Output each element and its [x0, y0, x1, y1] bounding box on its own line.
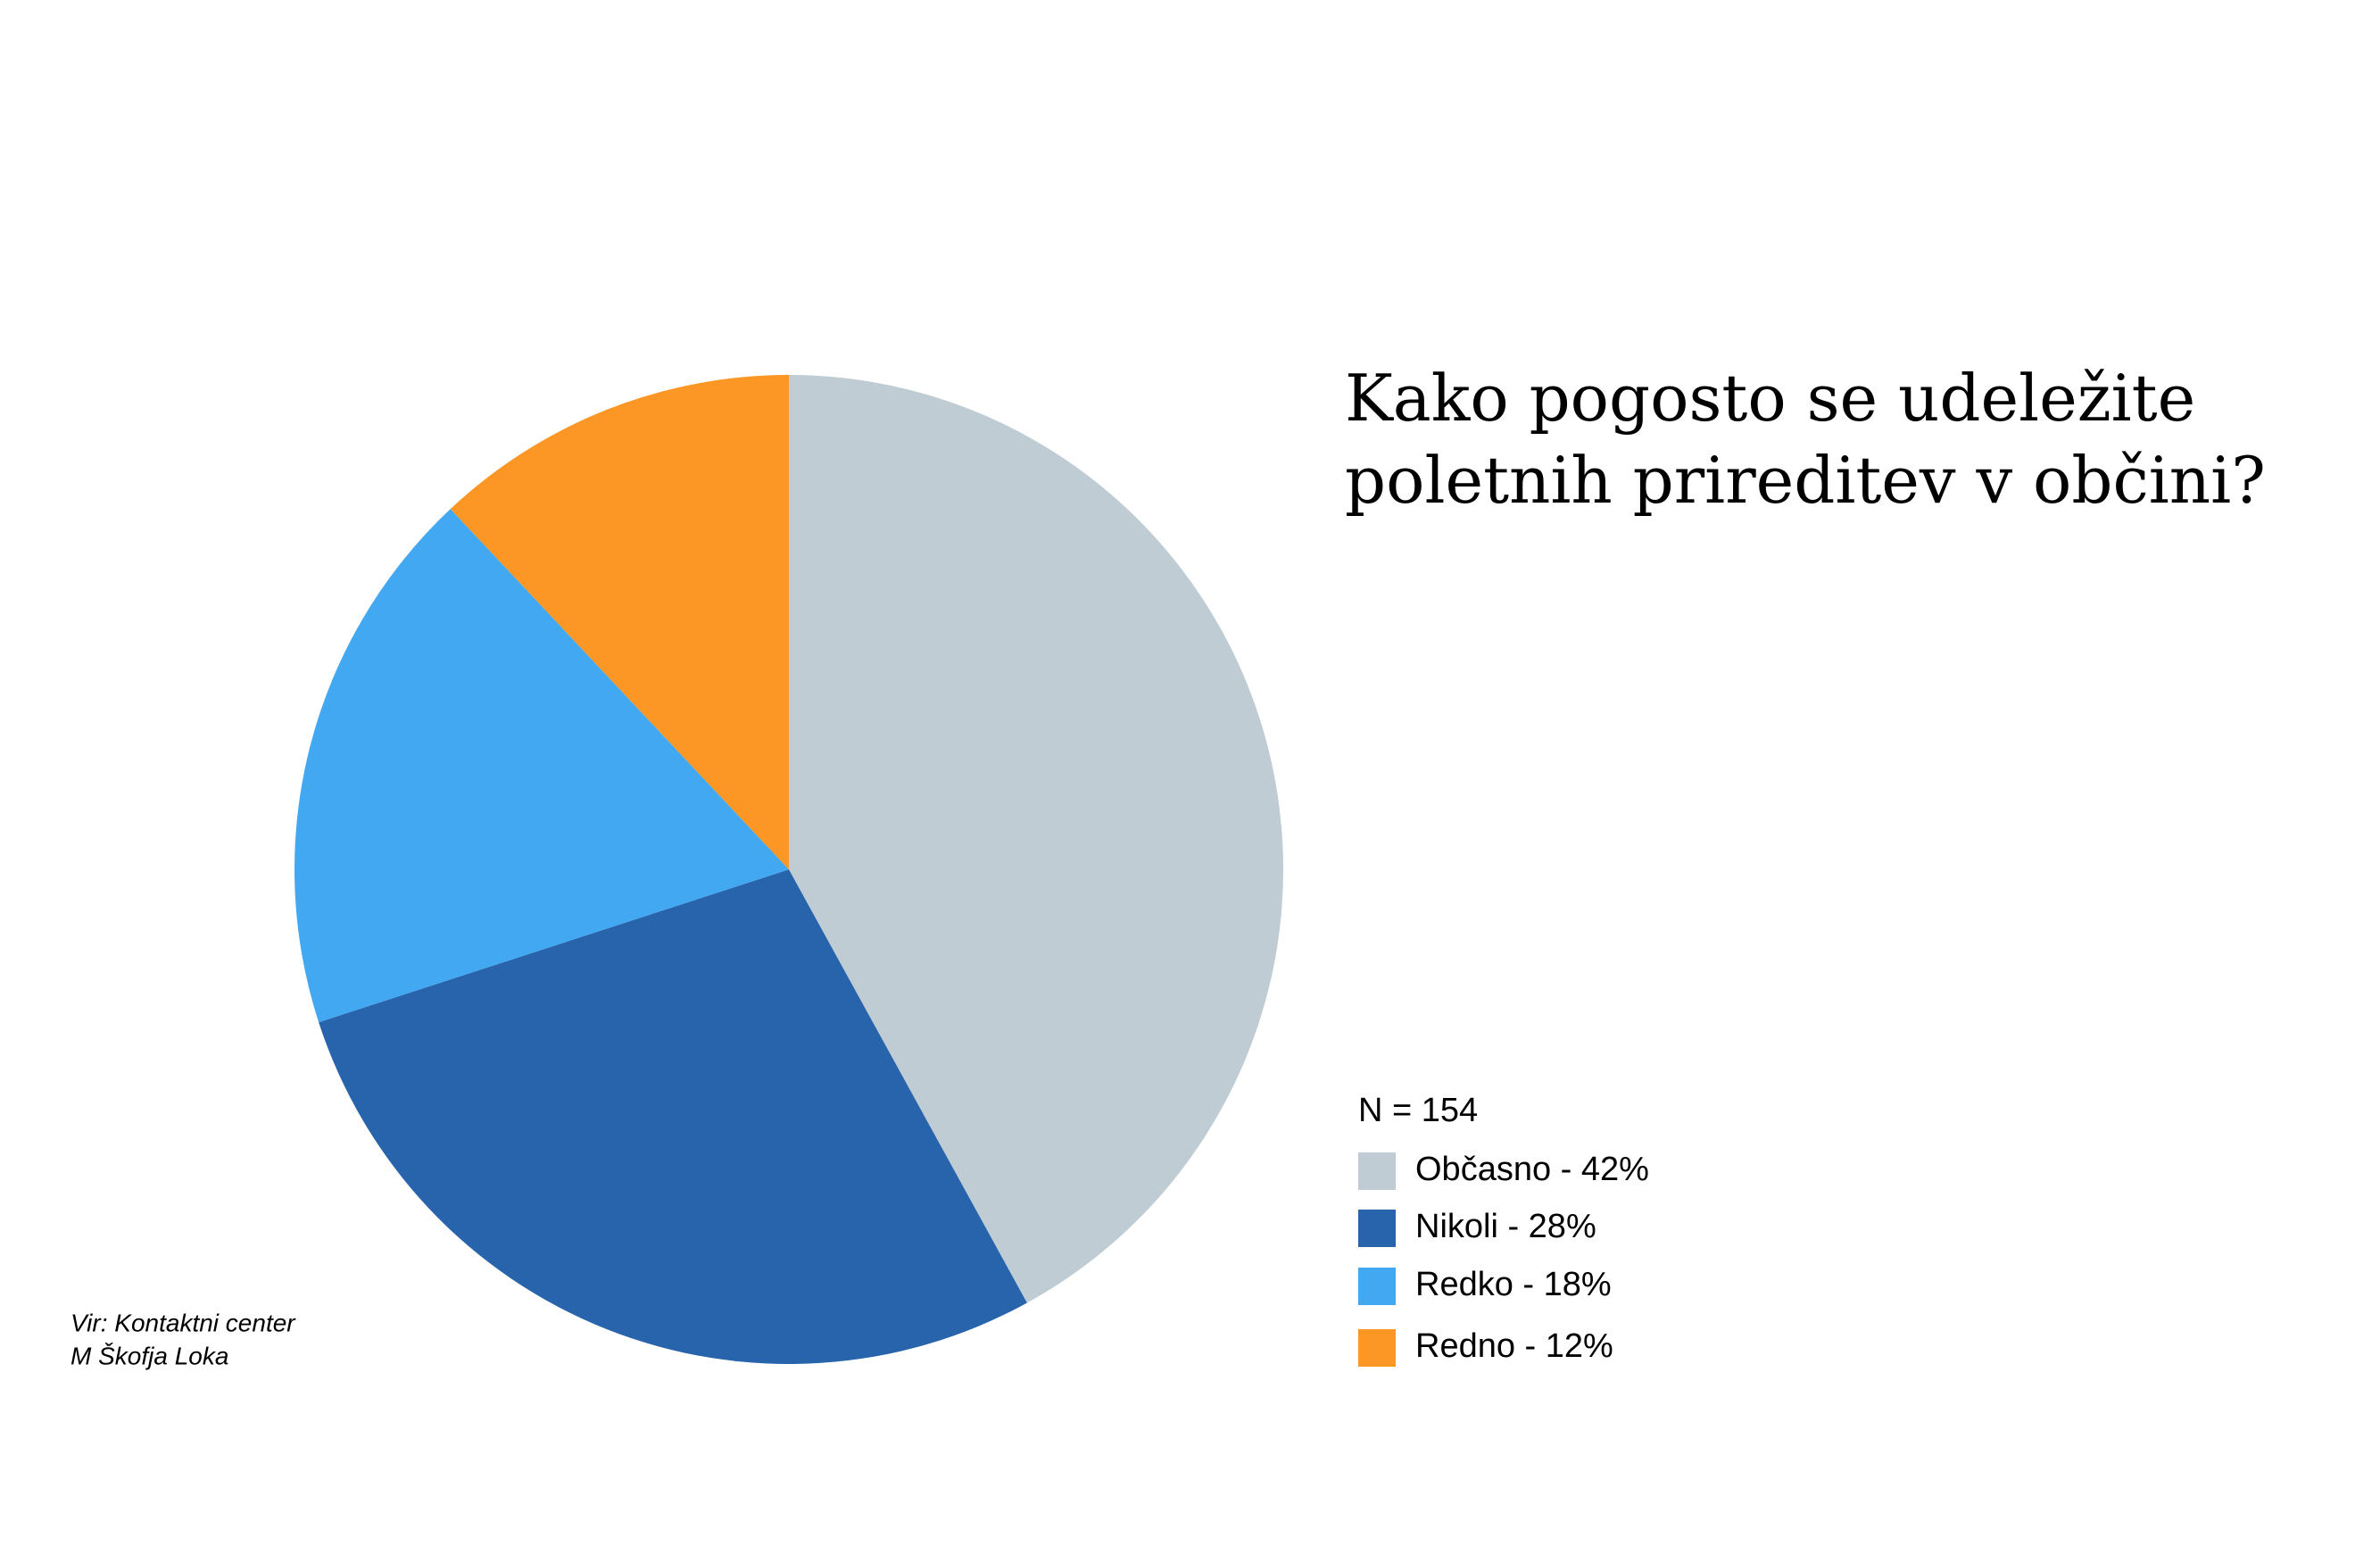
chart-title: Kako pogosto se udeležite	[1345, 361, 2195, 436]
pie-slice	[319, 869, 1027, 1364]
legend-swatch	[1358, 1210, 1396, 1247]
sample-size: N = 154	[1358, 1092, 1478, 1129]
pie-slice	[450, 375, 789, 869]
source: M Škofja Loka	[70, 1342, 228, 1369]
legend-swatch	[1358, 1268, 1396, 1305]
source: Vir: Kontaktni center	[70, 1309, 296, 1336]
legend-swatch	[1358, 1152, 1396, 1190]
pie-slice	[789, 375, 1283, 1303]
legend-label: Redko - 18%	[1415, 1266, 1612, 1303]
legend-label: Nikoli - 28%	[1415, 1208, 1596, 1245]
legend-label: Redno - 12%	[1415, 1327, 1613, 1365]
chart-title: poletnih prireditev v občini?	[1345, 443, 2266, 518]
legend-label: Občasno - 42%	[1415, 1151, 1649, 1188]
pie-slice	[294, 509, 789, 1023]
legend-swatch	[1358, 1329, 1396, 1367]
